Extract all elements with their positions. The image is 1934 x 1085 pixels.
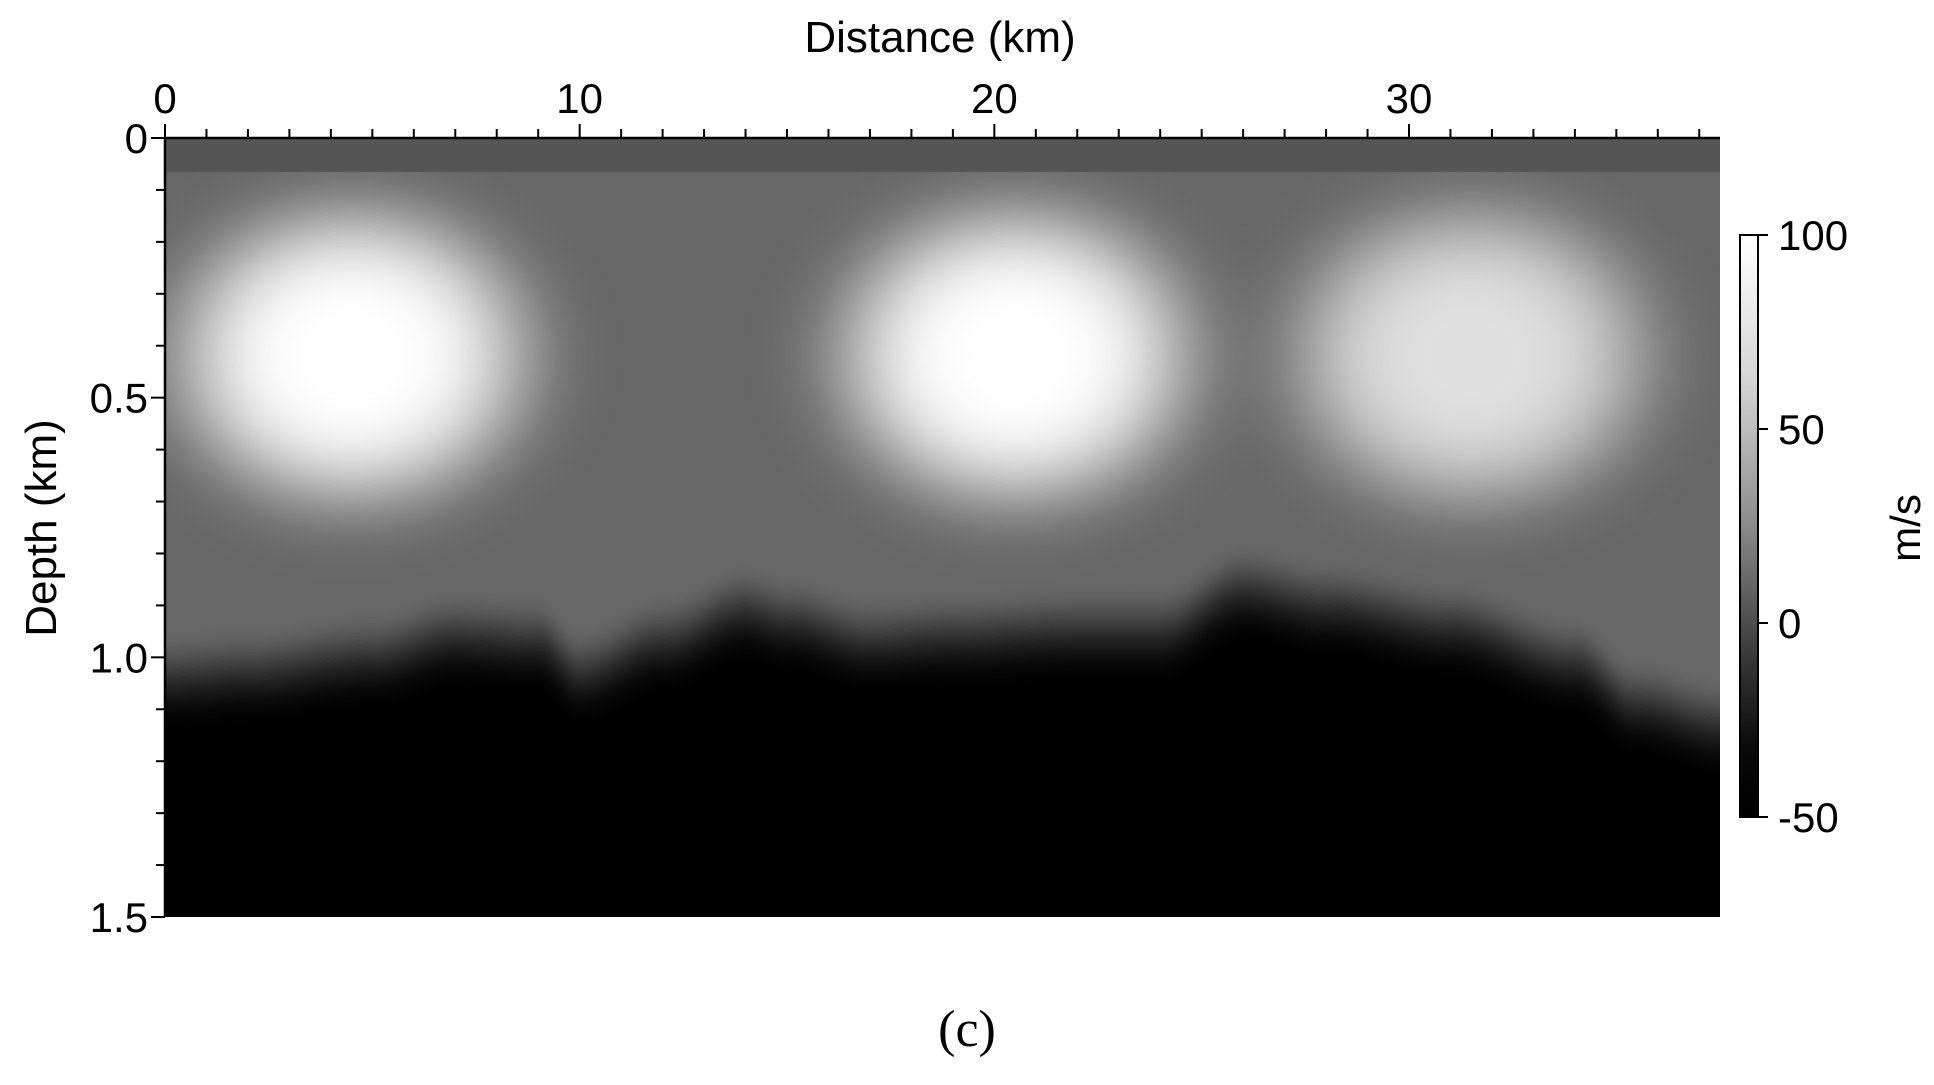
velocity-heatmap <box>165 138 1720 917</box>
y-axis-label: Depth (km) <box>17 419 66 637</box>
heatmap-container <box>165 138 1720 917</box>
x-tick-label: 20 <box>971 75 1018 122</box>
y-tick-label: 0.5 <box>90 375 148 422</box>
x-tick-label: 10 <box>556 75 603 122</box>
colorbar <box>1739 234 1759 818</box>
panel-label: (c) <box>0 1000 1934 1059</box>
colorbar-tick-label: 0 <box>1778 600 1801 647</box>
y-axis-ticks: 0 0.5 1.0 1.5 <box>90 115 165 941</box>
x-tick-label: 30 <box>1386 75 1433 122</box>
y-tick-label: 1.0 <box>90 634 148 681</box>
colorbar-tick-label: 50 <box>1778 406 1825 453</box>
panel-label-text: (c) <box>938 1001 996 1058</box>
x-axis-ticks: 0 10 20 30 <box>153 75 1701 138</box>
colorbar-tick-label: -50 <box>1778 794 1839 841</box>
x-axis-label: Distance (km) <box>804 13 1075 62</box>
colorbar-tick-label: 100 <box>1778 212 1848 259</box>
colorbar-unit-label: m/s <box>1882 494 1929 562</box>
y-tick-label: 1.5 <box>90 894 148 941</box>
colorbar-ticks: 100 50 0 -50 <box>1758 212 1848 841</box>
x-tick-label: 0 <box>153 75 176 122</box>
y-tick-label: 0 <box>125 115 148 162</box>
